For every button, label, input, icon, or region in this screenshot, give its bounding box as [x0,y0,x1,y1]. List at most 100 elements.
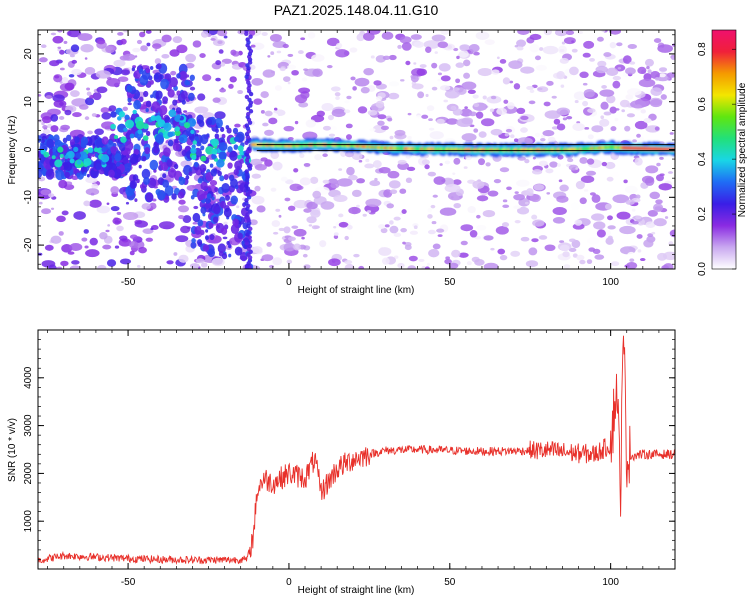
noise-speckle [452,179,462,185]
noise-speckle [556,71,565,80]
noise-blob [166,159,173,167]
noise-clump [120,136,127,143]
noise-speckle [40,189,52,196]
noise-speckle [399,188,407,194]
noise-clump [175,114,181,120]
noise-clump [110,111,117,118]
noise-speckle [264,129,274,136]
noise-speckle [71,68,82,76]
noise-speckle [650,87,663,96]
noise-speckle [534,55,541,61]
noise-speckle [173,252,178,256]
noise-speckle [428,118,433,122]
noise-speckle [614,117,619,122]
figure-title: PAZ1.2025.148.04.11.G10 [274,2,439,18]
noise-speckle [271,220,281,227]
noise-speckle [283,226,291,234]
noise-speckle [85,97,95,106]
noise-speckle [579,259,586,265]
noise-speckle [624,67,636,75]
noise-speckle [57,46,62,49]
noise-speckle [53,99,67,108]
noise-speckle [529,33,542,41]
spectrogram-x-ticks: -50 0 50 100 [121,30,619,288]
noise-speckle [175,235,189,243]
noise-speckle [154,58,162,65]
noise-speckle [444,184,461,193]
noise-speckle [286,259,293,264]
colorbar-ticks: 0.0 0.2 0.4 0.6 0.8 [697,42,736,276]
spectrogram-x-tick-label: -50 [121,277,136,288]
noise-speckle [559,244,570,252]
noise-blob [69,139,76,146]
noise-speckle [495,226,509,235]
noise-clump [179,136,185,142]
noise-speckle [183,110,188,113]
noise-speckle [453,203,462,209]
noise-speckle [455,78,461,84]
noise-speckle [653,218,667,227]
noise-blob [174,139,179,144]
noise-speckle [410,34,422,40]
noise-speckle [528,100,536,105]
noise-speckle [543,30,552,36]
noise-speckle [569,66,579,76]
noise-speckle [378,224,386,229]
noise-speckle [373,80,382,86]
noise-speckle [669,132,674,135]
noise-speckle [192,221,198,225]
noise-speckle [589,57,595,62]
noise-speckle [302,131,318,141]
noise-speckle [653,203,664,212]
noise-blob [157,190,166,201]
noise-speckle [601,30,606,33]
noise-blob [190,241,197,249]
noise-speckle [427,229,436,235]
signal-onset-band [244,197,249,203]
noise-blob [141,168,151,180]
noise-speckle [535,64,547,71]
noise-speckle [433,176,446,185]
noise-speckle [234,123,241,128]
noise-blob [180,90,188,99]
noise-speckle [58,179,68,189]
noise-blob [73,136,80,144]
noise-blob [197,177,203,184]
noise-speckle [260,110,265,114]
noise-speckle [664,216,669,219]
noise-speckle [465,155,472,161]
noise-blob [187,92,195,101]
noise-speckle [95,70,111,79]
noise-speckle [439,85,451,91]
noise-speckle [77,33,93,41]
noise-speckle [421,159,430,166]
noise-clump [200,155,207,162]
noise-speckle [377,120,385,126]
noise-speckle [552,207,567,215]
noise-speckle [128,240,139,249]
noise-speckle [567,158,574,163]
noise-blob [226,127,232,134]
noise-blob [233,144,239,150]
noise-speckle [319,240,327,248]
noise-speckle [407,135,412,140]
noise-speckle [551,95,557,99]
noise-speckle [48,193,55,198]
noise-clump [210,138,219,147]
noise-speckle [64,82,75,91]
noise-clump [211,154,217,160]
noise-speckle [83,200,91,207]
noise-blob [158,105,168,116]
noise-speckle [476,224,487,231]
noise-speckle [189,263,200,269]
noise-clump [237,154,242,160]
noise-speckle [273,107,278,111]
spectrogram-x-tick-label: 50 [444,277,456,288]
noise-speckle [562,117,568,121]
noise-speckle [606,176,614,182]
noise-speckle [643,118,652,124]
noise-speckle [84,116,90,121]
noise-speckle [582,52,591,58]
noise-speckle [658,183,673,191]
noise-clump [83,157,92,167]
